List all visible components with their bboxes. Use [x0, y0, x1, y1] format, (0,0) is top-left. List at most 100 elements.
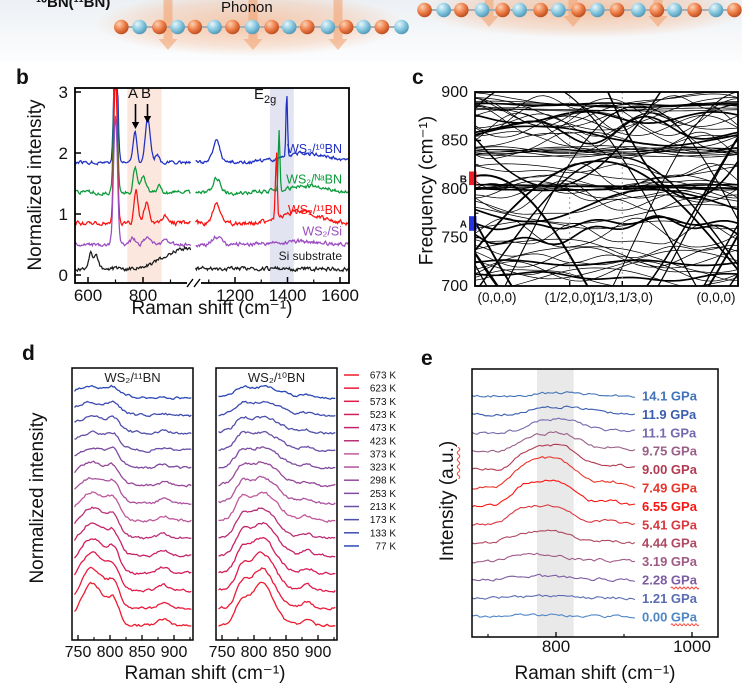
schematic-corner-label: ¹⁰BN(¹¹BN)	[36, 0, 111, 11]
y-tick-label: 850	[441, 133, 468, 150]
pressure-value: 9.75	[642, 444, 671, 459]
x-tick-label: (0,0,0)	[696, 290, 735, 305]
panel-c-letter: c	[412, 66, 424, 89]
panel-b-frame	[74, 87, 350, 284]
panel-c-ylabel: Frequency (cm⁻¹)	[416, 115, 438, 266]
pressure-value: 7.49	[642, 481, 671, 496]
pressure-curve	[471, 552, 635, 564]
subpanel-title: WS₂/¹¹BN	[104, 370, 160, 385]
boron-atom	[374, 19, 390, 35]
temperature-curve	[73, 522, 192, 558]
pressure-curve	[471, 417, 636, 435]
x-tick-label: 1200	[216, 286, 254, 305]
phonon-band	[475, 163, 738, 178]
x-tick-label: 1000	[673, 637, 711, 656]
temperature-curve	[218, 581, 336, 628]
y-tick-label: 1	[59, 205, 68, 224]
temperature-curve	[73, 491, 192, 523]
legend-label: 423 K	[370, 436, 396, 447]
schematic-panel	[0, 0, 750, 62]
pressure-unit: GPa	[671, 481, 698, 496]
peak-a-label: A	[128, 85, 139, 102]
peak-a-arrowhead-icon	[131, 122, 140, 129]
boron-atom	[299, 19, 315, 35]
phonon-band	[475, 188, 738, 203]
x-tick-label: 800	[542, 637, 570, 656]
pressure-value: 11.9	[642, 407, 670, 422]
y-tick-label: 900	[441, 84, 468, 101]
nitrogen-atom	[394, 19, 409, 35]
phonon-band	[475, 107, 738, 112]
nitrogen-atom	[436, 2, 452, 18]
temperature-curve	[74, 581, 192, 627]
legend-label: 623 K	[370, 384, 396, 395]
phonon-arrow-icon	[479, 0, 499, 27]
legend-label: 373 K	[370, 449, 396, 460]
spectrum-curve-2-right	[195, 152, 349, 227]
nitrogen-atom	[512, 2, 527, 18]
legend-label: 473 K	[370, 423, 396, 434]
temperature-curve	[73, 551, 192, 593]
x-tick-label: 800	[97, 644, 124, 661]
temperature-curve	[218, 536, 336, 575]
legend-label: 173 K	[370, 515, 396, 526]
x-tick-label: (1/2,0,0)	[545, 290, 595, 305]
panel-d-frame-0	[71, 367, 194, 641]
boron-atom	[727, 2, 742, 18]
pressure-unit: GPa	[671, 499, 698, 514]
panel-e-frame	[471, 368, 719, 638]
y-tick-label: 750	[441, 230, 468, 247]
phonon-band	[475, 136, 738, 286]
pressure-unit: GPa	[671, 609, 698, 624]
phonon-band	[475, 271, 738, 282]
phonon-band	[475, 131, 738, 151]
panel-b-letter: b	[16, 66, 29, 89]
temperature-curve	[74, 476, 192, 505]
temperature-curve	[218, 507, 336, 540]
mode-marker-B	[469, 171, 477, 186]
e2g-sub: 2g	[264, 94, 277, 106]
temperature-curve	[73, 506, 192, 540]
boron-atom	[495, 2, 510, 18]
temperature-curve	[218, 521, 336, 558]
nitrogen-atom	[320, 19, 336, 35]
phonon-band	[607, 92, 738, 200]
pressure-value: 11.1	[642, 425, 670, 440]
highlight-band	[537, 369, 574, 637]
pressure-value: 14.1	[642, 389, 671, 404]
pressure-unit: GPa	[670, 425, 697, 440]
legend-label: 298 K	[370, 476, 396, 487]
temperature-curve	[74, 400, 192, 418]
temperature-curve	[218, 415, 336, 435]
phonon-band	[475, 112, 738, 151]
phonon-band	[475, 115, 738, 145]
spectrum-curve-4-right	[195, 265, 349, 273]
x-tick-label: 1600	[321, 286, 359, 305]
phonon-band	[475, 163, 738, 189]
panel-e-ylabel-post: )	[437, 440, 458, 448]
x-tick-label: 850	[129, 644, 156, 661]
phonon-arrow-icon	[158, 0, 178, 50]
e2g-base: E	[254, 86, 265, 103]
x-tick-label: (1/3,1/3,0)	[592, 290, 654, 305]
phonon-label: Phonon	[221, 0, 273, 16]
legend-label: 253 K	[370, 489, 396, 500]
x-tick-label: 800	[241, 644, 268, 661]
phonon-band	[475, 184, 738, 191]
phonon-bands	[475, 92, 738, 286]
nitrogen-atom	[708, 2, 724, 18]
phonon-band	[475, 216, 738, 231]
x-tick-label: 900	[305, 644, 332, 661]
nitrogen-atom	[474, 2, 490, 18]
panel-d-xlabel: Raman shift (cm⁻¹)	[124, 663, 286, 684]
peak-b-label: B	[141, 85, 152, 102]
spellcheck-squiggle-icon	[670, 586, 700, 590]
pressure-curve	[471, 405, 636, 417]
boron-atom	[338, 19, 354, 35]
panel-e-ylabel-pre: Intensity (	[437, 478, 458, 562]
phonon-band	[504, 105, 738, 286]
spectrum-curve-4	[74, 245, 192, 273]
phonon-band	[703, 224, 738, 286]
phonon-band	[475, 125, 738, 147]
spellcheck-squiggle-icon	[670, 623, 700, 627]
